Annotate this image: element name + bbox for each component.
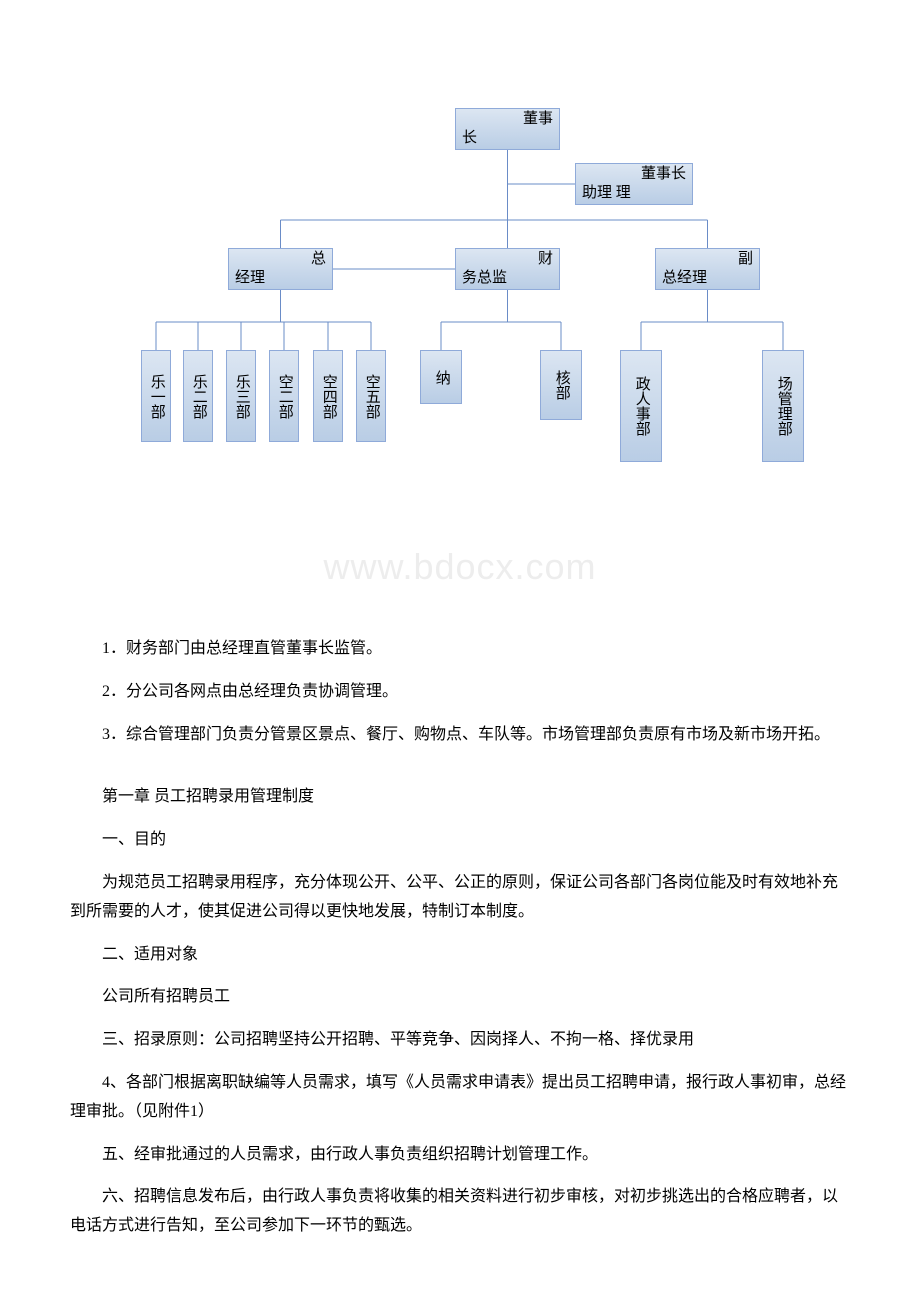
paragraph: 六、招聘信息发布后，由行政人事负责将收集的相关资料进行初步审核，对初步挑选出的合… <box>70 1183 850 1241</box>
section-heading: 一、目的 <box>70 826 850 855</box>
paragraph: 三、招录原则：公司招聘坚持公开招聘、平等竞争、因岗择人、不拘一格、择优录用 <box>70 1026 850 1055</box>
org-chart-connectors <box>0 90 920 560</box>
paragraph: 为规范员工招聘录用程序，充分体现公开、公平、公正的原则，保证公司各部门各岗位能及… <box>70 869 850 927</box>
section-heading: 二、适用对象 <box>70 941 850 970</box>
org-node-assistant: 董事长助理 理 <box>575 163 693 205</box>
paragraph: 2．分公司各网点由总经理负责协调管理。 <box>70 678 850 707</box>
org-chart: 董事长董事长助理 理总经理 财务总监 副总经理乐一部乐二部乐三部空二部空四部空五部 纳… <box>0 90 920 560</box>
org-node-d2: 乐二部 <box>183 350 213 442</box>
org-node-d1: 乐一部 <box>141 350 171 442</box>
org-node-d5: 空四部 <box>313 350 343 442</box>
paragraph: 1．财务部门由总经理直管董事长监管。 <box>70 635 850 664</box>
org-node-d4: 空二部 <box>269 350 299 442</box>
org-node-d9: 政人事部 <box>620 350 662 462</box>
org-node-cfo: 财务总监 <box>455 248 560 290</box>
org-node-d8: 核部 <box>540 350 582 420</box>
chapter-title: 第一章 员工招聘录用管理制度 <box>70 783 850 812</box>
org-node-d3: 乐三部 <box>226 350 256 442</box>
paragraph: 4、各部门根据离职缺编等人员需求，填写《人员需求申请表》提出员工招聘申请，报行政… <box>70 1069 850 1127</box>
paragraph: 五、经审批通过的人员需求，由行政人事负责组织招聘计划管理工作。 <box>70 1141 850 1170</box>
paragraph: 3．综合管理部门负责分管景区景点、餐厅、购物点、车队等。市场管理部负责原有市场及… <box>70 721 850 750</box>
org-node-gm: 总经理 <box>228 248 333 290</box>
document-body: 1．财务部门由总经理直管董事长监管。 2．分公司各网点由总经理负责协调管理。 3… <box>0 635 920 1315</box>
org-node-chairman: 董事长 <box>455 108 560 150</box>
org-node-d6: 空五部 <box>356 350 386 442</box>
org-node-d7: 纳 <box>420 350 462 404</box>
org-node-d10: 场管理部 <box>762 350 804 462</box>
paragraph: 公司所有招聘员工 <box>70 983 850 1012</box>
org-node-dgm: 副总经理 <box>655 248 760 290</box>
